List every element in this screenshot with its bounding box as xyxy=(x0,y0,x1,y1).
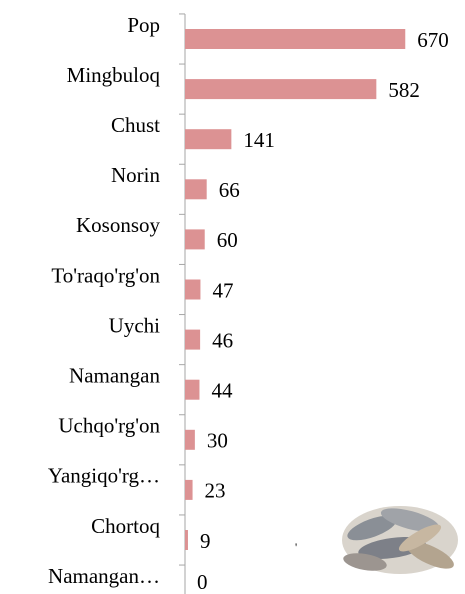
bar xyxy=(185,429,195,450)
bar xyxy=(185,530,188,550)
value-label: 60 xyxy=(217,228,238,252)
stray-mark: ' xyxy=(295,540,297,554)
value-label: 44 xyxy=(211,379,233,403)
value-label: 141 xyxy=(243,128,275,152)
value-label: 9 xyxy=(200,529,211,553)
category-label: To'raqo'rg'on xyxy=(51,263,160,287)
value-label: 30 xyxy=(207,429,228,453)
bar xyxy=(185,29,406,49)
category-label: Namangan… xyxy=(48,564,160,588)
value-label: 670 xyxy=(417,28,449,52)
category-label: Uchqo'rg'on xyxy=(58,414,160,438)
category-label: Mingbuloq xyxy=(67,63,161,87)
bar xyxy=(185,229,205,250)
category-label: Pop xyxy=(127,13,160,37)
category-label: Uychi xyxy=(109,313,160,337)
category-label: Yangiqo'rg… xyxy=(48,464,160,488)
value-label: 0 xyxy=(197,570,208,594)
bar xyxy=(185,329,201,350)
bar xyxy=(185,79,377,100)
category-label: Namangan xyxy=(69,364,160,388)
value-label: 582 xyxy=(388,78,420,102)
bar xyxy=(185,179,207,200)
value-label: 66 xyxy=(219,178,240,202)
bar xyxy=(185,479,193,500)
category-label: Kosonsoy xyxy=(76,213,161,237)
value-label: 46 xyxy=(212,328,233,352)
bar xyxy=(185,379,200,400)
category-label: Chust xyxy=(111,113,160,137)
value-label: 23 xyxy=(205,479,226,503)
bar xyxy=(185,129,232,150)
fish-image xyxy=(342,506,458,574)
value-label: 47 xyxy=(212,278,233,302)
category-label: Norin xyxy=(111,163,160,187)
category-label: Chortoq xyxy=(91,514,160,538)
bar xyxy=(185,279,201,300)
